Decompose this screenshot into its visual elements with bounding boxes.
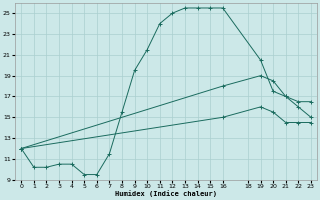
X-axis label: Humidex (Indice chaleur): Humidex (Indice chaleur): [115, 190, 217, 197]
